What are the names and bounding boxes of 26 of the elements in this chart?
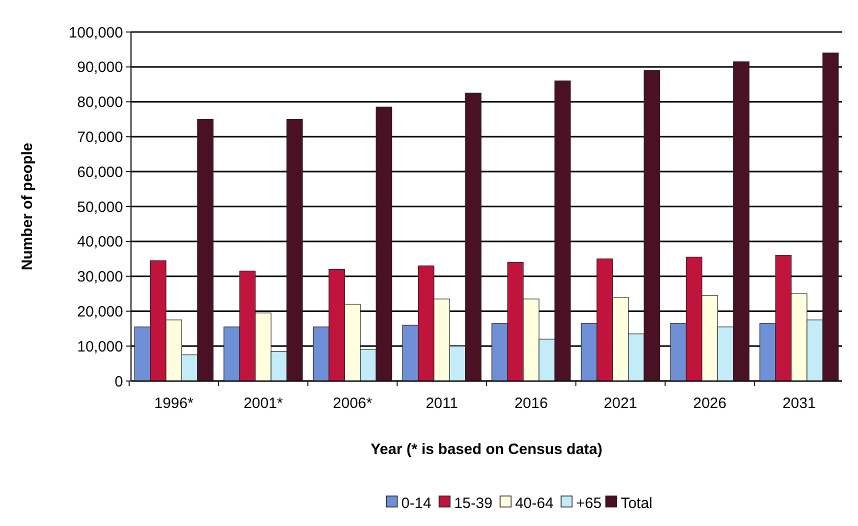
y-axis-title: Number of people bbox=[19, 142, 36, 270]
legend-label: 15-39 bbox=[454, 495, 492, 512]
y-tick-label: 20,000 bbox=[77, 303, 123, 320]
y-tick-label: 50,000 bbox=[77, 198, 123, 216]
y-tick-label: 70,000 bbox=[77, 128, 123, 146]
y-tick-label: 0 bbox=[114, 373, 123, 390]
x-tick-label: 2001* bbox=[244, 395, 283, 412]
legend-label: Total bbox=[620, 495, 652, 512]
x-tick-label: 2031 bbox=[782, 395, 816, 412]
x-axis-title: Year (* is based on Census data) bbox=[370, 441, 602, 458]
x-tick-label: 1996* bbox=[154, 395, 194, 412]
y-tick-label: 30,000 bbox=[77, 268, 123, 286]
x-tick-label: 2021 bbox=[604, 395, 638, 412]
legend-label: 0-14 bbox=[401, 495, 432, 512]
y-tick-label: 80,000 bbox=[77, 94, 123, 112]
y-tick-label: 90,000 bbox=[77, 59, 123, 76]
y-tick-label: 60,000 bbox=[77, 164, 123, 181]
x-tick-label: 2026 bbox=[693, 395, 726, 412]
x-tick-label: 2016 bbox=[514, 395, 548, 412]
legend-label: +65 bbox=[576, 495, 602, 512]
x-tick-label: 2011 bbox=[426, 395, 458, 412]
legend-label: 40-64 bbox=[515, 495, 554, 512]
y-tick-label: 10,000 bbox=[77, 338, 123, 356]
y-tick-label: 40,000 bbox=[77, 234, 123, 251]
y-tick-label: 100,000 bbox=[68, 24, 123, 42]
x-tick-label: 2006* bbox=[332, 395, 372, 412]
